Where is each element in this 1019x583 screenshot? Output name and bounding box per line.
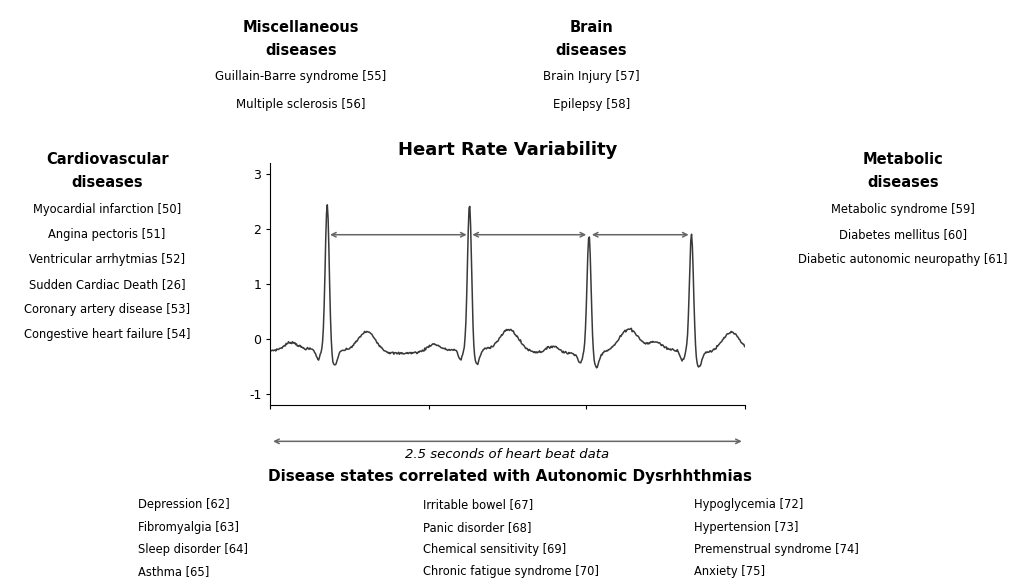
Text: diseases: diseases [555,43,627,58]
Text: Ventricular arrhytmias [52]: Ventricular arrhytmias [52] [29,253,185,266]
Title: Heart Rate Variability: Heart Rate Variability [397,141,616,159]
Text: Diabetes mellitus [60]: Diabetes mellitus [60] [838,228,966,241]
Text: Coronary artery disease [53]: Coronary artery disease [53] [24,303,190,316]
Text: Hypertension [73]: Hypertension [73] [693,521,797,533]
Text: Cardiovascular: Cardiovascular [46,152,168,167]
Text: Chemical sensitivity [69]: Chemical sensitivity [69] [423,543,566,556]
Text: Premenstrual syndrome [74]: Premenstrual syndrome [74] [693,543,858,556]
Text: Panic disorder [68]: Panic disorder [68] [423,521,531,533]
Text: Angina pectoris [51]: Angina pectoris [51] [48,228,166,241]
Text: Disease states correlated with Autonomic Dysrhhthmias: Disease states correlated with Autonomic… [268,469,751,484]
Text: Sleep disorder [64]: Sleep disorder [64] [138,543,248,556]
Text: Hypoglycemia [72]: Hypoglycemia [72] [693,498,802,511]
Text: Epilepsy [58]: Epilepsy [58] [552,98,630,111]
Text: Fibromyalgia [63]: Fibromyalgia [63] [138,521,238,533]
Text: Guillain-Barre syndrome [55]: Guillain-Barre syndrome [55] [215,70,386,83]
Text: Sudden Cardiac Death [26]: Sudden Cardiac Death [26] [29,278,185,291]
Text: diseases: diseases [71,175,143,190]
Text: Irritable bowel [67]: Irritable bowel [67] [423,498,533,511]
Text: Brain: Brain [570,20,612,36]
Text: Miscellaneous: Miscellaneous [243,20,359,36]
Text: Depression [62]: Depression [62] [138,498,229,511]
Text: diseases: diseases [866,175,937,190]
Text: Diabetic autonomic neuropathy [61]: Diabetic autonomic neuropathy [61] [797,253,1007,266]
Text: Multiple sclerosis [56]: Multiple sclerosis [56] [236,98,365,111]
Text: 2.5 seconds of heart beat data: 2.5 seconds of heart beat data [405,448,609,461]
Text: Metabolic: Metabolic [861,152,943,167]
Text: Myocardial infarction [50]: Myocardial infarction [50] [33,203,181,216]
Text: Brain Injury [57]: Brain Injury [57] [543,70,639,83]
Text: Chronic fatigue syndrome [70]: Chronic fatigue syndrome [70] [423,565,599,578]
Text: Metabolic syndrome [59]: Metabolic syndrome [59] [829,203,974,216]
Text: Congestive heart failure [54]: Congestive heart failure [54] [23,328,191,341]
Text: Anxiety [75]: Anxiety [75] [693,565,764,578]
Text: Asthma [65]: Asthma [65] [138,565,209,578]
Text: diseases: diseases [265,43,336,58]
